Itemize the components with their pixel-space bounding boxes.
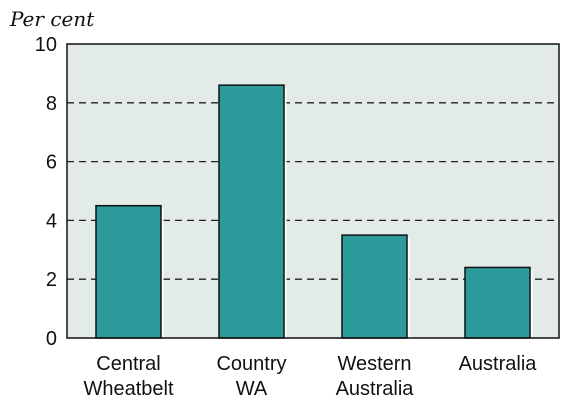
x-category-label: Australia bbox=[459, 353, 538, 375]
x-category-labels: Central Wheatbelt Country WA Western Australi… bbox=[83, 353, 537, 400]
bar bbox=[218, 84, 285, 339]
bars bbox=[95, 84, 533, 339]
bar bbox=[464, 266, 531, 339]
x-category-label: Central Wheatbelt bbox=[83, 353, 173, 400]
y-tick-label: 8 bbox=[46, 93, 57, 115]
bar bbox=[95, 204, 162, 339]
x-category-label-line: Western bbox=[337, 353, 411, 375]
bar bbox=[341, 234, 408, 339]
x-category-label: Country WA bbox=[216, 353, 286, 400]
x-category-label-line: Wheatbelt bbox=[83, 378, 173, 400]
y-tick-label: 4 bbox=[46, 210, 57, 232]
x-category-label-line: Country bbox=[216, 353, 286, 375]
y-tick-label: 0 bbox=[46, 328, 57, 350]
y-tick-label: 6 bbox=[46, 152, 57, 174]
y-axis-label: Per cent bbox=[9, 7, 95, 31]
x-category-label: Western Australia bbox=[336, 353, 415, 400]
x-category-label-line: Australia bbox=[336, 378, 415, 400]
y-tick-labels: 0 2 4 6 8 10 bbox=[35, 34, 57, 350]
plot-frame bbox=[66, 43, 560, 339]
y-tick-label: 10 bbox=[35, 34, 57, 56]
x-category-label-line: Central bbox=[96, 353, 160, 375]
x-category-label-line: WA bbox=[236, 378, 268, 400]
y-tick-label: 2 bbox=[46, 269, 57, 291]
x-category-label-line: Australia bbox=[459, 353, 538, 375]
